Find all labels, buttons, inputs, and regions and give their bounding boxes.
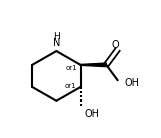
Text: or1: or1 — [66, 65, 77, 71]
Text: O: O — [111, 40, 119, 50]
Text: N: N — [53, 38, 60, 48]
Text: OH: OH — [125, 78, 140, 88]
Text: H: H — [53, 32, 60, 41]
Polygon shape — [80, 63, 106, 67]
Text: or1: or1 — [64, 83, 76, 89]
Text: OH: OH — [85, 109, 99, 119]
